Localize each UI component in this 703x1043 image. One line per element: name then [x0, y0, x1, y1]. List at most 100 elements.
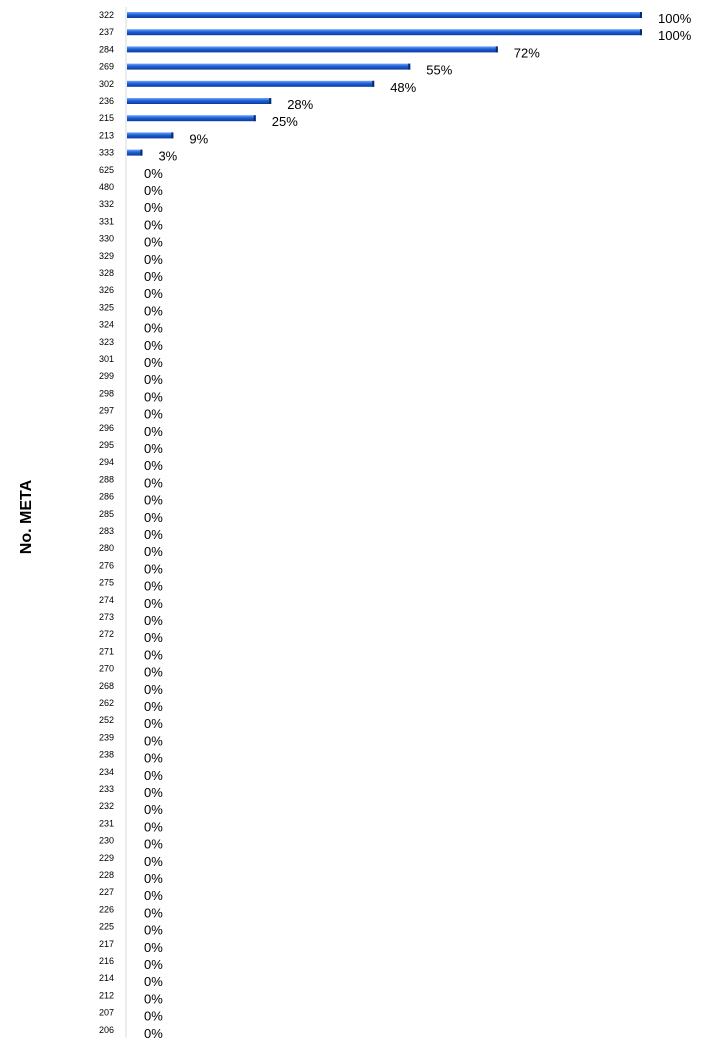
- category-label: 230: [99, 836, 114, 846]
- data-label: 0%: [144, 183, 163, 198]
- data-label: 0%: [144, 510, 163, 525]
- data-label: 55%: [426, 63, 452, 78]
- bar-end-cap: [372, 80, 375, 87]
- data-label: 0%: [144, 854, 163, 869]
- data-label: 0%: [144, 871, 163, 886]
- category-label: 302: [99, 79, 114, 89]
- bar: [127, 63, 411, 70]
- bar: [127, 149, 143, 156]
- category-label: 234: [99, 767, 114, 777]
- bar: [127, 46, 498, 53]
- category-label: 227: [99, 887, 114, 897]
- category-label: 280: [99, 543, 114, 553]
- data-label: 0%: [144, 458, 163, 473]
- data-label: 0%: [144, 372, 163, 387]
- bar: [127, 29, 642, 36]
- category-label: 322: [99, 10, 114, 20]
- data-label: 0%: [144, 733, 163, 748]
- category-label: 274: [99, 595, 114, 605]
- category-label: 276: [99, 560, 114, 570]
- data-label: 0%: [144, 682, 163, 697]
- data-label: 0%: [144, 596, 163, 611]
- data-label: 0%: [144, 579, 163, 594]
- data-label: 0%: [144, 940, 163, 955]
- data-label: 0%: [144, 200, 163, 215]
- category-label: 298: [99, 388, 114, 398]
- category-label: 269: [99, 62, 114, 72]
- category-label: 333: [99, 148, 114, 158]
- category-label: 229: [99, 853, 114, 863]
- category-label: 232: [99, 801, 114, 811]
- category-label: 295: [99, 440, 114, 450]
- data-label: 0%: [144, 665, 163, 680]
- category-label: 237: [99, 27, 114, 37]
- category-label: 231: [99, 818, 114, 828]
- bar: [127, 98, 272, 104]
- data-label: 9%: [189, 131, 208, 146]
- bar-end-cap: [171, 132, 174, 139]
- data-label: 48%: [390, 80, 416, 95]
- data-label: 0%: [144, 166, 163, 181]
- data-label: 25%: [272, 114, 298, 129]
- data-label: 0%: [144, 768, 163, 783]
- category-label: 215: [99, 113, 114, 123]
- category-label: 299: [99, 371, 114, 381]
- bar: [127, 80, 375, 87]
- data-label: 100%: [658, 28, 692, 43]
- data-label: 0%: [144, 1009, 163, 1024]
- data-label: 28%: [287, 97, 313, 112]
- data-label: 0%: [144, 837, 163, 852]
- category-label: 207: [99, 1008, 114, 1018]
- bar-end-cap: [253, 115, 256, 122]
- bar-end-cap: [140, 149, 143, 156]
- bar-end-cap: [495, 46, 498, 53]
- category-label: 331: [99, 216, 114, 226]
- data-label: 0%: [144, 785, 163, 800]
- category-label: 296: [99, 423, 114, 433]
- data-label: 0%: [144, 544, 163, 559]
- category-label: 332: [99, 199, 114, 209]
- category-label: 286: [99, 492, 114, 502]
- category-label: 214: [99, 973, 114, 983]
- data-label: 0%: [144, 802, 163, 817]
- category-label: 216: [99, 956, 114, 966]
- data-label: 0%: [144, 407, 163, 422]
- data-label: 0%: [144, 441, 163, 456]
- data-label: 72%: [514, 45, 540, 60]
- category-label: 239: [99, 732, 114, 742]
- data-label: 3%: [158, 149, 177, 164]
- data-label: 0%: [144, 923, 163, 938]
- bar-end-cap: [408, 63, 411, 70]
- data-label: 0%: [144, 389, 163, 404]
- category-label: 288: [99, 474, 114, 484]
- data-label: 0%: [144, 630, 163, 645]
- category-label: 233: [99, 784, 114, 794]
- bar-end-cap: [640, 29, 642, 36]
- category-label: 271: [99, 646, 114, 656]
- category-label: 225: [99, 922, 114, 932]
- data-label: 0%: [144, 699, 163, 714]
- data-label: 100%: [658, 11, 692, 26]
- category-label: 325: [99, 302, 114, 312]
- category-label: 206: [99, 1025, 114, 1035]
- data-label: 0%: [144, 493, 163, 508]
- category-label: 330: [99, 234, 114, 244]
- bar-end-cap: [269, 98, 272, 104]
- data-label: 0%: [144, 338, 163, 353]
- category-label: 270: [99, 664, 114, 674]
- category-label: 625: [99, 165, 114, 175]
- data-label: 0%: [144, 303, 163, 318]
- data-label: 0%: [144, 235, 163, 250]
- bar-end-cap: [640, 12, 642, 18]
- data-label: 0%: [144, 527, 163, 542]
- category-label: 273: [99, 612, 114, 622]
- bar: [127, 132, 174, 139]
- data-label: 0%: [144, 321, 163, 336]
- data-label: 0%: [144, 269, 163, 284]
- category-label: 226: [99, 904, 114, 914]
- data-label: 0%: [144, 751, 163, 766]
- data-label: 0%: [144, 217, 163, 232]
- data-label: 0%: [144, 905, 163, 920]
